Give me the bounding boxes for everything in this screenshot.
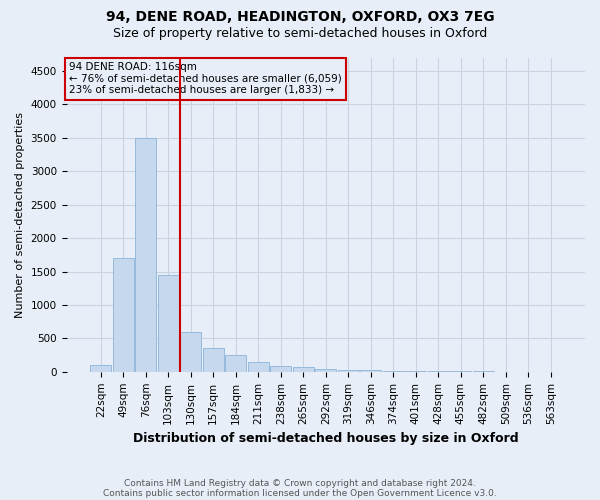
Bar (90, 365, 112, 372)
Bar (383, 370, 404, 372)
Text: Contains HM Land Registry data © Crown copyright and database right 2024.: Contains HM Land Registry data © Crown c… (124, 478, 476, 488)
Text: 94, DENE ROAD, HEADINGTON, OXFORD, OX3 7EG: 94, DENE ROAD, HEADINGTON, OXFORD, OX3 7… (106, 10, 494, 24)
Bar (225, 355, 247, 372)
Bar (135, 138, 157, 372)
Bar (248, 362, 269, 372)
Bar (315, 369, 337, 372)
Bar (360, 370, 382, 372)
Text: Size of property relative to semi-detached houses in Oxford: Size of property relative to semi-detach… (113, 28, 487, 40)
Bar (293, 368, 314, 372)
Bar (428, 371, 449, 372)
Bar (180, 332, 202, 372)
Bar (270, 366, 292, 372)
Text: 94 DENE ROAD: 116sqm
← 76% of semi-detached houses are smaller (6,059)
23% of se: 94 DENE ROAD: 116sqm ← 76% of semi-detac… (69, 62, 342, 96)
Y-axis label: Number of semi-detached properties: Number of semi-detached properties (15, 112, 25, 318)
Text: Contains public sector information licensed under the Open Government Licence v3: Contains public sector information licen… (103, 488, 497, 498)
Bar (405, 371, 427, 372)
Bar (158, 275, 179, 372)
X-axis label: Distribution of semi-detached houses by size in Oxford: Distribution of semi-detached houses by … (133, 432, 518, 445)
Bar (203, 348, 224, 372)
Bar (113, 258, 134, 372)
Bar (338, 370, 359, 372)
